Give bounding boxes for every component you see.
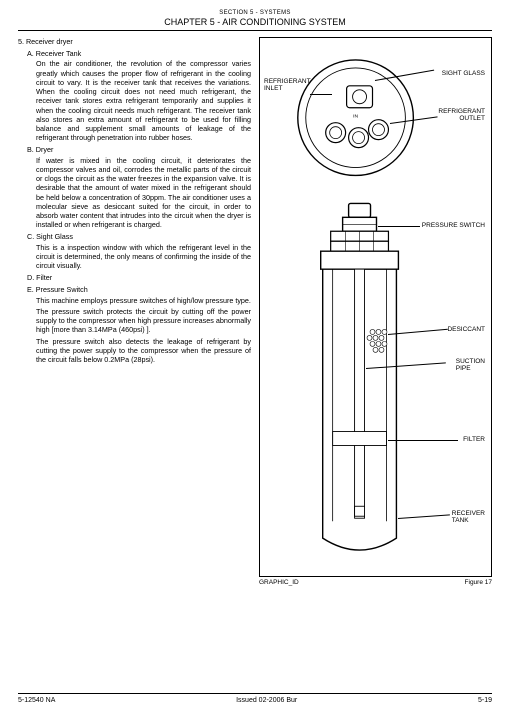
chapter-title: CHAPTER 5 - AIR CONDITIONING SYSTEM [18,17,492,31]
section-a-text: On the air conditioner, the revolution o… [36,59,251,142]
page-footer: 5-12540 NA Issued 02-2006 Bur 5-19 [18,693,492,704]
section-b-text: If water is mixed in the cooling circuit… [36,156,251,230]
section-e-title: E. Pressure Switch [27,285,251,294]
section-a-title: A. Receiver Tank [27,49,251,58]
section-c-text: This is a inspection window with which t… [36,243,251,271]
label-suction-pipe: SUCTIONPIPE [456,358,485,372]
section-c-title: C. Sight Glass [27,232,251,241]
label-refrigerant-outlet: REFRIGERANTOUTLET [438,108,485,122]
section-d-title: D. Filter [27,273,251,282]
section-label: SECTION 5 - SYSTEMS [18,10,492,16]
section-e-text3: The pressure switch also detects the lea… [36,337,251,365]
label-sight-glass: SIGHT GLASS [442,70,485,77]
figure-column: IN [259,37,492,586]
label-pressure-switch: PRESSURE SWITCH [422,222,485,229]
section-b-title: B. Dryer [27,145,251,154]
figure-box: IN [259,37,492,577]
item-number: 5. Receiver dryer [18,37,251,46]
graphic-id: GRAPHIC_ID [259,579,299,586]
label-filter: FILTER [463,436,485,443]
label-receiver-tank: RECEIVERTANK [452,510,485,524]
content-area: 5. Receiver dryer A. Receiver Tank On th… [18,37,492,586]
footer-right: 5-19 [478,697,492,704]
text-column: 5. Receiver dryer A. Receiver Tank On th… [18,37,251,586]
footer-left: 5-12540 NA [18,697,55,704]
section-e-text2: The pressure switch protects the circuit… [36,307,251,335]
figure-caption: GRAPHIC_ID Figure 17 [259,579,492,586]
svg-text:IN: IN [353,114,358,120]
footer-center: Issued 02-2006 Bur [236,697,297,704]
section-e-text1: This machine employs pressure switches o… [36,296,251,305]
label-desiccant: DESICCANT [447,326,485,333]
figure-number: Figure 17 [465,579,492,586]
label-refrigerant-inlet: REFRIGERANTINLET [264,78,311,92]
